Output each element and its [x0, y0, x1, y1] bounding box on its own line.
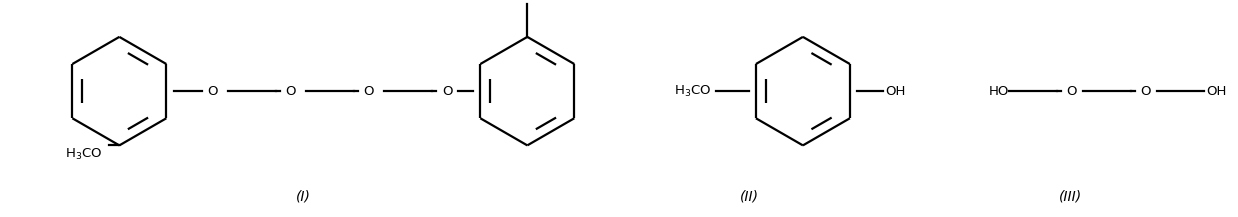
Text: O: O	[1067, 85, 1077, 98]
Text: O: O	[364, 85, 374, 98]
Text: (I): (I)	[296, 190, 311, 204]
Text: OH: OH	[1207, 85, 1227, 98]
Text: O: O	[442, 85, 452, 98]
Text: (III): (III)	[1060, 190, 1082, 204]
Text: H$_3$CO: H$_3$CO	[64, 146, 102, 162]
Text: O: O	[286, 85, 296, 98]
Text: O: O	[208, 85, 218, 98]
Text: H$_3$CO: H$_3$CO	[675, 84, 712, 99]
Text: O: O	[1140, 85, 1151, 98]
Text: HO: HO	[989, 85, 1009, 98]
Text: OH: OH	[885, 85, 906, 98]
Text: (II): (II)	[739, 190, 759, 204]
